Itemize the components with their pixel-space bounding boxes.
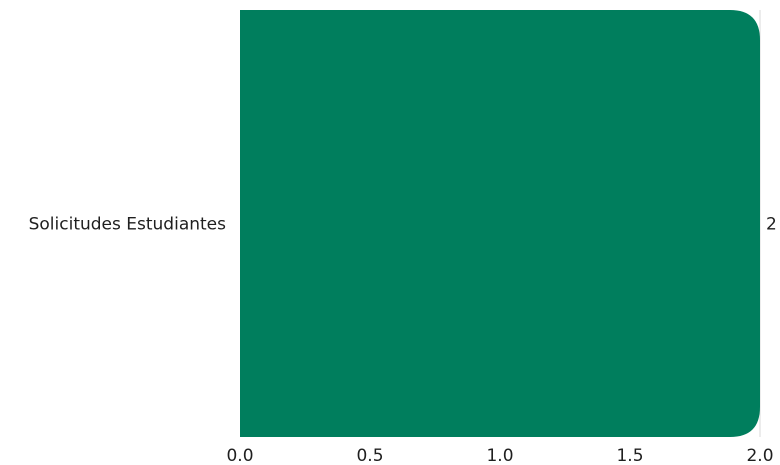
- category-label: Solicitudes Estudiantes: [29, 215, 227, 235]
- x-tick-label: 2.0: [746, 446, 773, 465]
- x-tick-label: 1.5: [616, 446, 643, 465]
- plot-area: Solicitudes Estudiantes 2 0.0 0.5 1.0 1.5 2.0: [29, 10, 777, 465]
- x-tick-label: 1.0: [486, 446, 513, 465]
- x-tick-label: 0.0: [226, 446, 253, 465]
- x-tick-label: 0.5: [356, 446, 383, 465]
- data-label: 2: [766, 215, 777, 235]
- bar: [240, 10, 760, 437]
